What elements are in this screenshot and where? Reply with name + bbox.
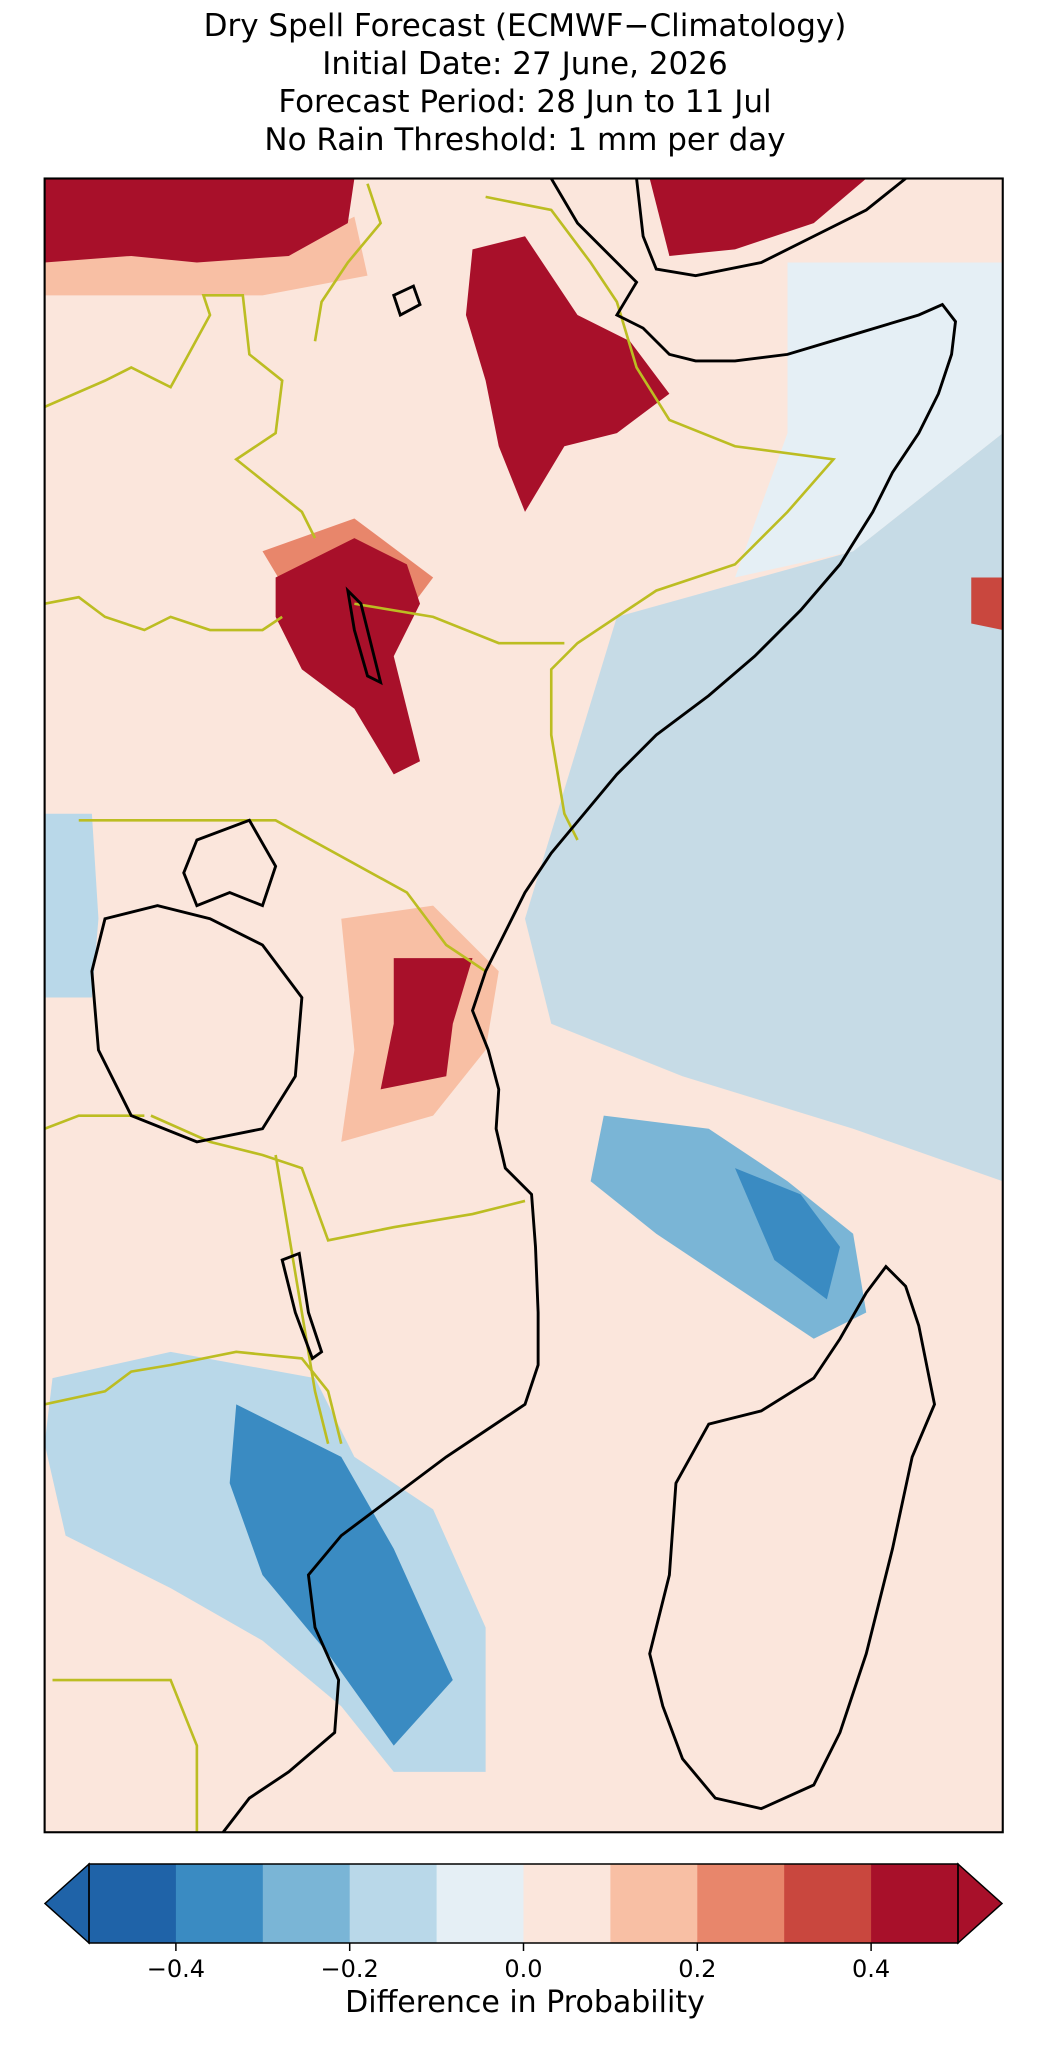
colorbar-bin — [175, 1864, 264, 1943]
colorbar-bin — [349, 1864, 438, 1943]
lake — [90, 284, 422, 1361]
anomaly-area — [275, 538, 420, 775]
coastline — [221, 178, 958, 1833]
colorbar-bin — [871, 1864, 959, 1943]
anomaly-area — [380, 958, 473, 1090]
anomaly-area — [590, 1115, 867, 1339]
colorbar-bin — [610, 1864, 698, 1943]
anomaly-area — [465, 236, 670, 512]
title-line: No Rain Threshold: 1 mm per day — [264, 122, 785, 158]
title-line: Initial Date: 27 June, 2026 — [322, 46, 727, 82]
anomaly-area — [649, 178, 867, 256]
colorbar-extend-min — [43, 1862, 90, 1945]
colorbar-extend-max — [957, 1862, 1004, 1945]
anomaly-area — [525, 433, 1003, 1182]
coastline — [648, 1264, 937, 1811]
colorbar-bin — [523, 1864, 611, 1943]
map-frame — [43, 177, 1004, 1834]
colorbar-tick-label: −0.2 — [321, 1955, 379, 1983]
colorbar-label: Difference in Probability — [345, 1985, 705, 2020]
colorbar-bin — [436, 1864, 524, 1943]
colorbar-tick-label: 0.4 — [852, 1955, 890, 1983]
country-border — [44, 183, 837, 1833]
coastline — [635, 178, 907, 278]
colorbar-bin — [89, 1864, 177, 1943]
colorbar-tick-label: −0.4 — [147, 1955, 205, 1983]
map — [43, 177, 1004, 1834]
colorbar-bin — [262, 1864, 351, 1943]
anomaly-area — [44, 178, 355, 263]
anomaly-area — [735, 262, 1003, 578]
colorbar-tick-label: 0.0 — [504, 1955, 542, 1983]
colorbar-bin — [784, 1864, 872, 1943]
anomaly-area — [229, 1404, 453, 1746]
anomaly-area — [971, 577, 1003, 630]
anomaly-area — [735, 1168, 840, 1300]
anomaly-area — [44, 813, 99, 998]
colorbar-bin — [697, 1864, 785, 1943]
title-line: Forecast Period: 28 Jun to 11 Jul — [278, 84, 771, 120]
title-line: Dry Spell Forecast (ECMWF−Climatology) — [204, 8, 847, 44]
colorbar-tick-label: 0.2 — [678, 1955, 716, 1983]
